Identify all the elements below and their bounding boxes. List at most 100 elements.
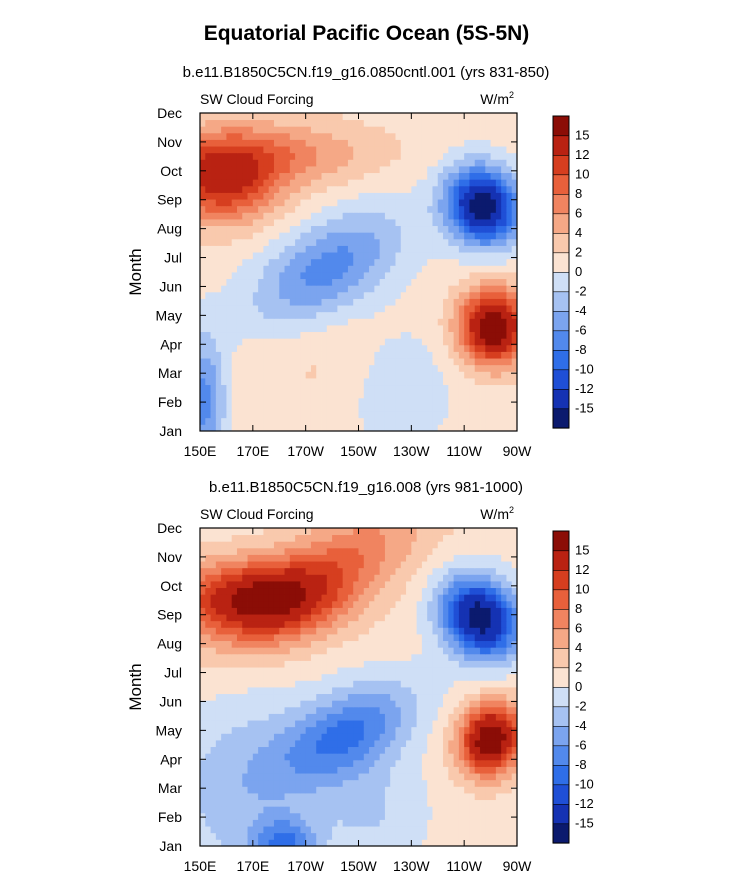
heatmap-cell	[342, 819, 349, 827]
heatmap-cell	[506, 667, 513, 675]
heatmap-cell	[474, 192, 481, 200]
heatmap-cell	[284, 753, 291, 761]
heatmap-cell	[406, 786, 412, 794]
heatmap-cell	[363, 298, 370, 306]
heatmap-cell	[342, 205, 349, 213]
heatmap-cell	[252, 839, 259, 847]
heatmap-cell	[511, 364, 518, 372]
heatmap-cell	[395, 786, 402, 794]
heatmap-cell	[342, 252, 349, 260]
heatmap-cell	[200, 640, 206, 648]
heatmap-cell	[358, 786, 365, 794]
heatmap-cell	[374, 832, 381, 840]
heatmap-cell	[263, 378, 270, 386]
heatmap-cell	[279, 384, 285, 392]
heatmap-cell	[279, 627, 285, 635]
heatmap-cell	[421, 693, 428, 701]
heatmap-cell	[337, 680, 344, 688]
heatmap-cell	[458, 351, 465, 359]
heatmap-cell	[247, 839, 254, 847]
heatmap-cell	[363, 384, 370, 392]
heatmap-cell	[305, 799, 312, 807]
heatmap-cell	[263, 726, 270, 734]
heatmap-cell	[326, 417, 333, 425]
heatmap-cell	[432, 832, 439, 840]
heatmap-cell	[363, 219, 370, 227]
heatmap-cell	[406, 806, 412, 814]
heatmap-cell	[310, 793, 317, 801]
heatmap-cell	[506, 806, 513, 814]
heatmap-cell	[268, 331, 275, 339]
heatmap-cell	[511, 152, 518, 160]
heatmap-cell	[215, 660, 222, 668]
heatmap-cell	[480, 192, 486, 200]
heatmap-cell	[464, 720, 470, 728]
heatmap-cell	[495, 647, 502, 655]
heatmap-cell	[411, 179, 418, 187]
heatmap-cell	[347, 179, 354, 187]
heatmap-cell	[369, 278, 375, 286]
heatmap-cell	[495, 391, 502, 399]
heatmap-cell	[411, 740, 418, 748]
heatmap-cell	[252, 166, 259, 174]
heatmap-cell	[215, 232, 222, 240]
heatmap-cell	[511, 839, 518, 847]
heatmap-cell	[369, 417, 375, 425]
heatmap-cell	[458, 660, 465, 668]
heatmap-cell	[432, 252, 439, 260]
heatmap-cell	[353, 139, 359, 147]
heatmap-cell	[279, 358, 285, 366]
heatmap-cell	[273, 786, 280, 794]
heatmap-cell	[236, 786, 243, 794]
heatmap-cell	[506, 826, 513, 834]
heatmap-cell	[458, 364, 465, 372]
heatmap-cell	[316, 779, 322, 787]
heatmap-cell	[432, 740, 439, 748]
heatmap-cell	[332, 819, 338, 827]
heatmap-cell	[273, 620, 280, 628]
heatmap-cell	[295, 819, 301, 827]
heatmap-cell	[400, 806, 407, 814]
heatmap-cell	[242, 700, 248, 708]
heatmap-cell	[464, 700, 470, 708]
heatmap-cell	[300, 146, 307, 154]
heatmap-cell	[384, 212, 391, 220]
heatmap-cell	[279, 278, 285, 286]
heatmap-cell	[406, 687, 412, 695]
heatmap-cell	[231, 238, 238, 246]
heatmap-cell	[279, 265, 285, 273]
heatmap-cell	[511, 417, 518, 425]
heatmap-cell	[406, 285, 412, 293]
heatmap-cell	[289, 424, 296, 432]
heatmap-cell	[363, 700, 370, 708]
heatmap-cell	[215, 119, 222, 127]
heatmap-cell	[242, 733, 248, 741]
heatmap-cell	[374, 786, 381, 794]
heatmap-cell	[258, 726, 264, 734]
heatmap-cell	[369, 331, 375, 339]
heatmap-cell	[221, 305, 227, 313]
heatmap-cell	[342, 378, 349, 386]
heatmap-cell	[384, 205, 391, 213]
heatmap-cell	[205, 660, 211, 668]
heatmap-cell	[511, 378, 518, 386]
heatmap-cell	[347, 793, 354, 801]
heatmap-cell	[421, 132, 428, 140]
heatmap-cell	[247, 238, 254, 246]
heatmap-cell	[326, 318, 333, 326]
heatmap-cell	[384, 411, 391, 419]
heatmap-cell	[379, 331, 386, 339]
heatmap-cell	[400, 278, 407, 286]
heatmap-cell	[464, 265, 470, 273]
heatmap-cell	[210, 351, 217, 359]
heatmap-cell	[358, 232, 365, 240]
heatmap-cell	[453, 113, 460, 121]
heatmap-cell	[231, 726, 238, 734]
heatmap-cell	[406, 417, 412, 425]
heatmap-cell	[263, 219, 270, 227]
heatmap-cell	[321, 766, 328, 774]
heatmap-cell	[347, 799, 354, 807]
heatmap-cell	[474, 640, 481, 648]
heatmap-cell	[358, 225, 365, 233]
heatmap-cell	[332, 620, 338, 628]
